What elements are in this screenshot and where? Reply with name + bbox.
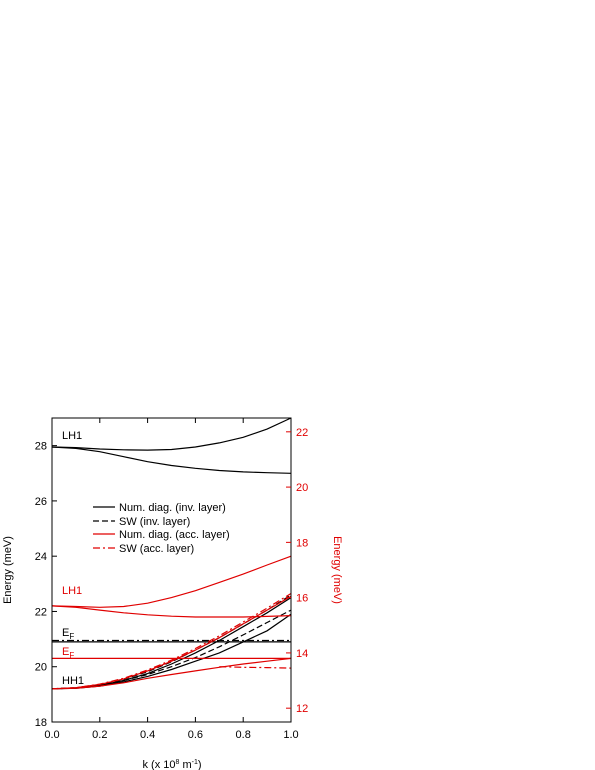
y-right-tick-label: 14 xyxy=(296,648,308,660)
legend: Num. diag. (inv. layer) SW (inv. layer) … xyxy=(93,502,230,555)
y-right-tick-label: 22 xyxy=(296,427,308,439)
series-line-1 xyxy=(51,446,292,474)
y-left-tick-label: 26 xyxy=(35,496,47,508)
annotation-ef-acc: EF xyxy=(62,646,74,660)
legend-label: Num. diag. (inv. layer) xyxy=(119,502,226,514)
series-line-8 xyxy=(51,555,292,608)
series-line-13 xyxy=(51,592,292,690)
series-line-4 xyxy=(51,613,292,690)
y-left-tick-label: 20 xyxy=(35,662,47,674)
y-right-tick-label: 20 xyxy=(296,482,308,494)
x-tick-label: 0.2 xyxy=(92,729,107,741)
x-tick-label: 0.8 xyxy=(236,729,251,741)
series-line-5 xyxy=(51,597,292,690)
annotation-hh1: HH1 xyxy=(62,675,84,687)
annotation-lh1-inv: LH1 xyxy=(62,430,82,442)
annotation-ef-inv: EF xyxy=(62,627,74,641)
curves xyxy=(51,417,292,690)
series-line-9 xyxy=(51,605,292,618)
y-left-ticks: 18 20 22 24 26 28 xyxy=(35,441,57,729)
legend-label: Num. diag. (acc. layer) xyxy=(119,529,230,541)
x-tick-label: 1.0 xyxy=(283,729,298,741)
x-tick-label: 0.6 xyxy=(188,729,203,741)
series-line-6 xyxy=(51,609,292,690)
y-right-ticks: 12 14 16 18 20 22 xyxy=(286,427,308,715)
y-axis-label-left: Energy (meV) xyxy=(2,536,14,604)
y-right-tick-label: 12 xyxy=(296,703,308,715)
x-axis-label: k (x 108 m-1) xyxy=(142,759,201,770)
x-tick-label: 0.4 xyxy=(140,729,155,741)
y-right-tick-label: 18 xyxy=(296,537,308,549)
legend-label: SW (inv. layer) xyxy=(119,516,190,528)
series-line-14 xyxy=(219,666,292,669)
y-right-tick-label: 16 xyxy=(296,593,308,605)
y-left-tick-label: 24 xyxy=(35,551,47,563)
legend-label: SW (acc. layer) xyxy=(119,543,194,555)
series-line-0 xyxy=(51,417,292,451)
x-ticks: 0.0 0.2 0.4 0.6 0.8 1.0 xyxy=(44,418,299,741)
y-axis-label-right: Energy (meV) xyxy=(331,536,343,604)
annotation-lh1-acc: LH1 xyxy=(62,585,82,597)
y-left-tick-label: 28 xyxy=(35,441,47,453)
y-left-tick-label: 18 xyxy=(35,717,47,729)
y-left-tick-label: 22 xyxy=(35,606,47,618)
plot-frame xyxy=(51,417,292,723)
series-line-11 xyxy=(51,657,292,690)
x-tick-label: 0.0 xyxy=(44,729,59,741)
